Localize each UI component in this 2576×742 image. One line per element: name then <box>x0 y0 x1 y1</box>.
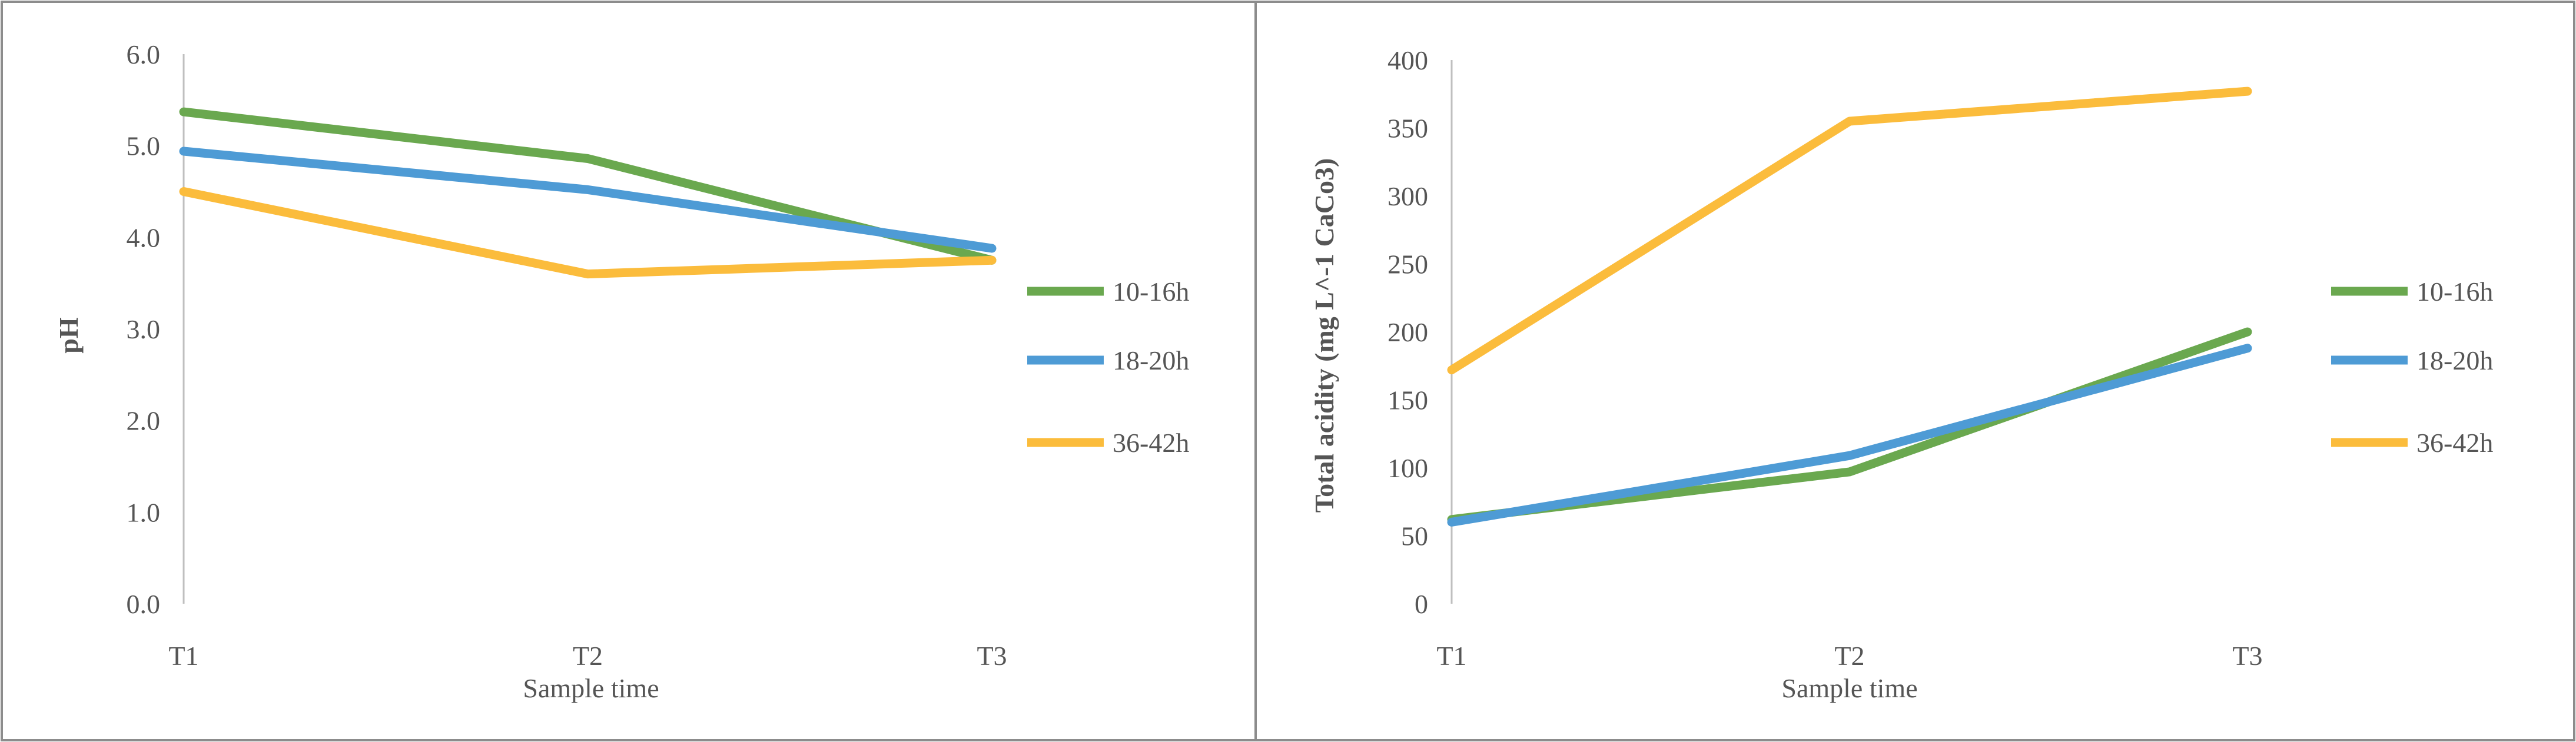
acidity-chart: 0 50 100 150 200 250 300 350 400 T1 T2 T3 10-16h 18… <box>1309 45 2493 703</box>
acidity-y-tick-label: 0 <box>1415 589 1428 619</box>
ph-legend-label: 36-42h <box>1113 428 1189 458</box>
acidity-legend: 10-16h 18-20h 36-42h <box>2331 277 2493 458</box>
acidity-y-tick-label: 250 <box>1387 249 1428 280</box>
acidity-legend-label: 10-16h <box>2416 277 2493 307</box>
acidity-legend-label: 18-20h <box>2416 345 2493 375</box>
ph-series-line-36-42h <box>179 187 997 279</box>
panel-frame-ph <box>1 1 1257 741</box>
acidity-series-line-18-20h <box>1447 344 2252 527</box>
acidity-x-tick-label: T1 <box>1436 641 1466 671</box>
ph-y-tick-label: 2.0 <box>127 406 161 436</box>
ph-x-tick-label: T2 <box>573 641 603 671</box>
acidity-y-tick-label: 50 <box>1401 521 1428 551</box>
acidity-legend-label: 36-42h <box>2416 428 2493 458</box>
ph-y-tick-labels: 0.0 1.0 2.0 3.0 4.0 5.0 6.0 <box>127 39 161 619</box>
acidity-series-line-36-42h <box>1447 86 2252 375</box>
ph-legend-label: 18-20h <box>1113 345 1189 375</box>
ph-y-tick-label: 6.0 <box>127 39 161 69</box>
ph-y-tick-label: 0.0 <box>127 589 161 619</box>
ph-y-tick-label: 4.0 <box>127 222 161 252</box>
acidity-y-tick-label: 300 <box>1387 181 1428 211</box>
acidity-y-tick-label: 350 <box>1387 114 1428 144</box>
ph-x-tick-label: T3 <box>977 641 1007 671</box>
acidity-y-tick-label: 150 <box>1387 385 1428 415</box>
ph-y-tick-label: 3.0 <box>127 314 161 344</box>
acidity-y-tick-label: 200 <box>1387 317 1428 347</box>
acidity-x-tick-labels: T1 T2 T3 <box>1436 641 2262 671</box>
acidity-x-tick-label: T3 <box>2232 641 2262 671</box>
acidity-y-axis-label: Total acidity (mg L^-1 CaCo3) <box>1309 158 1339 513</box>
ph-y-tick-label: 1.0 <box>127 497 161 527</box>
ph-y-axis-label: pH <box>54 317 84 354</box>
ph-chart: 0.0 1.0 2.0 3.0 4.0 5.0 6.0 T1 T2 T3 10-16h 18-20… <box>54 39 1189 703</box>
ph-y-tick-label: 5.0 <box>127 131 161 161</box>
panel-frame-acidity <box>1254 1 2575 741</box>
ph-x-tick-labels: T1 T2 T3 <box>168 641 1007 671</box>
ph-legend-label: 10-16h <box>1113 277 1189 307</box>
acidity-x-axis-label: Sample time <box>1781 673 1917 703</box>
ph-series-line-18-20h <box>179 147 997 253</box>
acidity-x-tick-label: T2 <box>1834 641 1864 671</box>
ph-x-tick-label: T1 <box>168 641 198 671</box>
acidity-y-tick-labels: 0 50 100 150 200 250 300 350 400 <box>1387 45 1428 619</box>
ph-x-axis-label: Sample time <box>523 673 659 703</box>
ph-series-lines <box>179 107 997 279</box>
acidity-y-tick-label: 400 <box>1387 45 1428 75</box>
ph-legend: 10-16h 18-20h 36-42h <box>1027 277 1189 458</box>
acidity-series-lines <box>1447 86 2252 527</box>
acidity-y-tick-label: 100 <box>1387 453 1428 483</box>
